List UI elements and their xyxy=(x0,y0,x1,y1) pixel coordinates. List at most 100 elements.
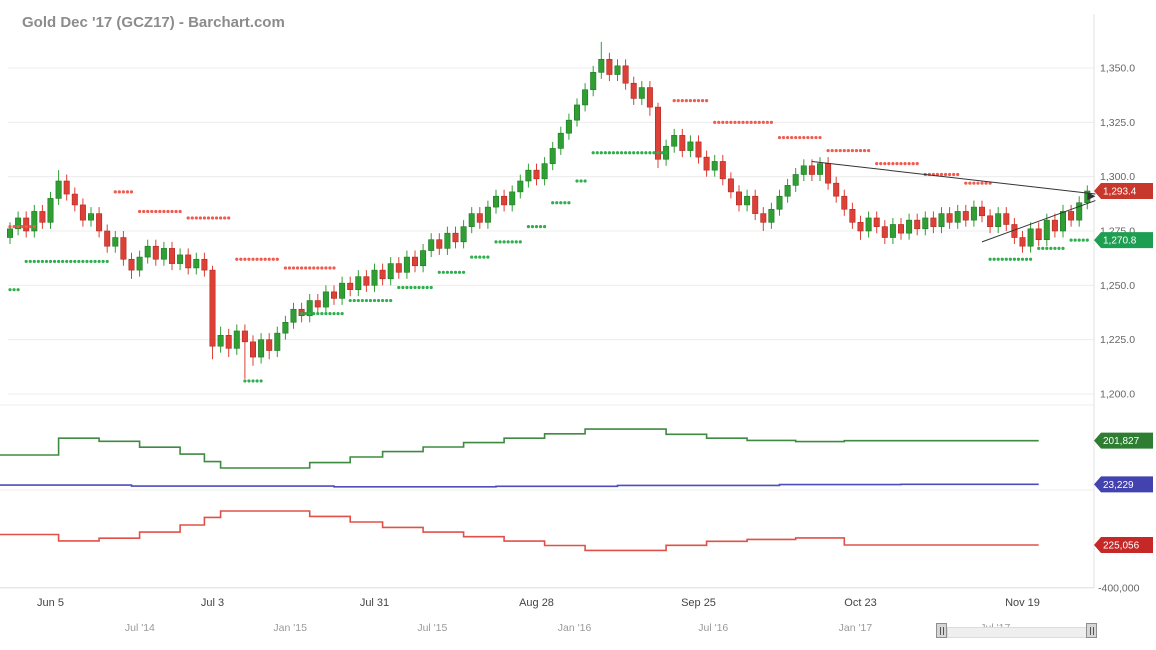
support-dot xyxy=(526,225,531,229)
support-dot xyxy=(453,270,458,274)
support-dot xyxy=(1000,257,1004,261)
resistance-dot xyxy=(24,225,28,229)
resistance-dot xyxy=(948,172,952,177)
support-dot xyxy=(1004,257,1008,261)
resistance-dot xyxy=(826,148,830,153)
support-dot xyxy=(656,151,660,155)
resistance-dot xyxy=(741,120,745,124)
candle-body xyxy=(962,211,969,221)
candle-body xyxy=(752,195,759,214)
resistance-dot xyxy=(814,135,818,140)
candle-body xyxy=(39,211,46,223)
support-dot xyxy=(988,257,992,261)
candle-body xyxy=(744,195,751,206)
resistance-dot xyxy=(806,135,810,140)
resistance-dot xyxy=(794,135,798,140)
candle-body xyxy=(306,300,313,317)
support-dot xyxy=(494,240,498,244)
candle-body xyxy=(233,330,240,349)
candle-body xyxy=(573,104,580,121)
price-tick-label: 1,225.0 xyxy=(1100,334,1135,346)
resistance-dot xyxy=(964,181,968,185)
candle-body xyxy=(679,135,686,151)
resistance-dot xyxy=(178,209,182,214)
support-dot xyxy=(324,311,328,316)
resistance-dot xyxy=(259,257,263,261)
candle-body xyxy=(1027,228,1034,247)
resistance-dot xyxy=(777,135,782,140)
candle-body xyxy=(322,291,329,308)
candle-body xyxy=(1043,219,1050,240)
resistance-dot xyxy=(705,98,709,103)
candle-body xyxy=(1003,213,1010,225)
candle-body xyxy=(954,211,961,223)
resistance-dot xyxy=(125,190,130,194)
x-tick-label: Jul 3 xyxy=(201,597,224,609)
support-dot xyxy=(48,259,53,264)
candle-body xyxy=(258,339,265,358)
support-dot xyxy=(478,255,482,259)
support-dot xyxy=(530,225,535,229)
candle-body xyxy=(128,258,135,271)
resistance-dot xyxy=(271,257,275,261)
support-dot xyxy=(595,151,599,155)
resistance-dot xyxy=(300,266,304,270)
resistance-dot xyxy=(939,172,944,177)
candle-body xyxy=(55,180,62,199)
candle-body xyxy=(71,193,78,206)
scrollbar-tick-label: Jan '16 xyxy=(558,622,592,634)
candle-body xyxy=(671,135,678,147)
support-dot xyxy=(376,298,381,303)
candle-body xyxy=(833,182,840,197)
support-dot xyxy=(555,201,559,205)
support-dot xyxy=(1008,257,1012,261)
x-tick-label: Sep 25 xyxy=(681,597,716,609)
resistance-dot xyxy=(769,120,774,124)
support-dot xyxy=(1069,238,1073,242)
resistance-dot xyxy=(761,120,765,124)
candle-body xyxy=(970,206,977,221)
support-dot xyxy=(401,285,405,290)
price-badge-label: 1,270.8 xyxy=(1103,236,1137,247)
candle-body xyxy=(250,341,257,358)
resistance-dot xyxy=(972,181,976,185)
resistance-dot xyxy=(862,148,867,153)
candle-body xyxy=(914,219,921,230)
resistance-dot xyxy=(235,257,239,261)
resistance-dot xyxy=(846,148,850,153)
time-scrollbar-thumb[interactable] xyxy=(947,627,1089,638)
candle-body xyxy=(1051,219,1058,232)
candle-body xyxy=(930,217,937,227)
resistance-dot xyxy=(684,98,688,103)
x-tick-label: Oct 23 xyxy=(844,597,876,609)
time-scrollbar-right-handle[interactable] xyxy=(1086,623,1097,638)
support-dot xyxy=(52,259,57,264)
resistance-dot xyxy=(227,216,231,220)
time-scrollbar-left-handle[interactable] xyxy=(936,623,947,638)
candle-body xyxy=(590,72,597,91)
resistance-dot xyxy=(206,216,211,220)
candle-body xyxy=(1068,211,1075,221)
resistance-dot xyxy=(737,120,741,124)
resistance-dot xyxy=(16,225,20,229)
trendline xyxy=(811,160,1096,195)
support-dot xyxy=(636,151,640,155)
candle-body xyxy=(468,213,475,227)
support-dot xyxy=(89,259,93,264)
support-dot xyxy=(996,257,1000,261)
candle-body xyxy=(1076,202,1083,221)
candle-body xyxy=(88,213,95,221)
cot-line-small-speculators xyxy=(0,483,1039,488)
candle-body xyxy=(420,250,427,267)
resistance-dot xyxy=(733,120,737,124)
resistance-dot xyxy=(158,209,162,214)
support-dot xyxy=(1045,246,1049,250)
resistance-dot xyxy=(903,162,907,166)
resistance-dot xyxy=(316,266,320,270)
resistance-dot xyxy=(935,172,940,177)
support-dot xyxy=(413,285,417,290)
resistance-dot xyxy=(980,181,984,185)
support-dot xyxy=(437,270,441,274)
candle-body xyxy=(282,321,289,334)
resistance-dot xyxy=(790,135,794,140)
